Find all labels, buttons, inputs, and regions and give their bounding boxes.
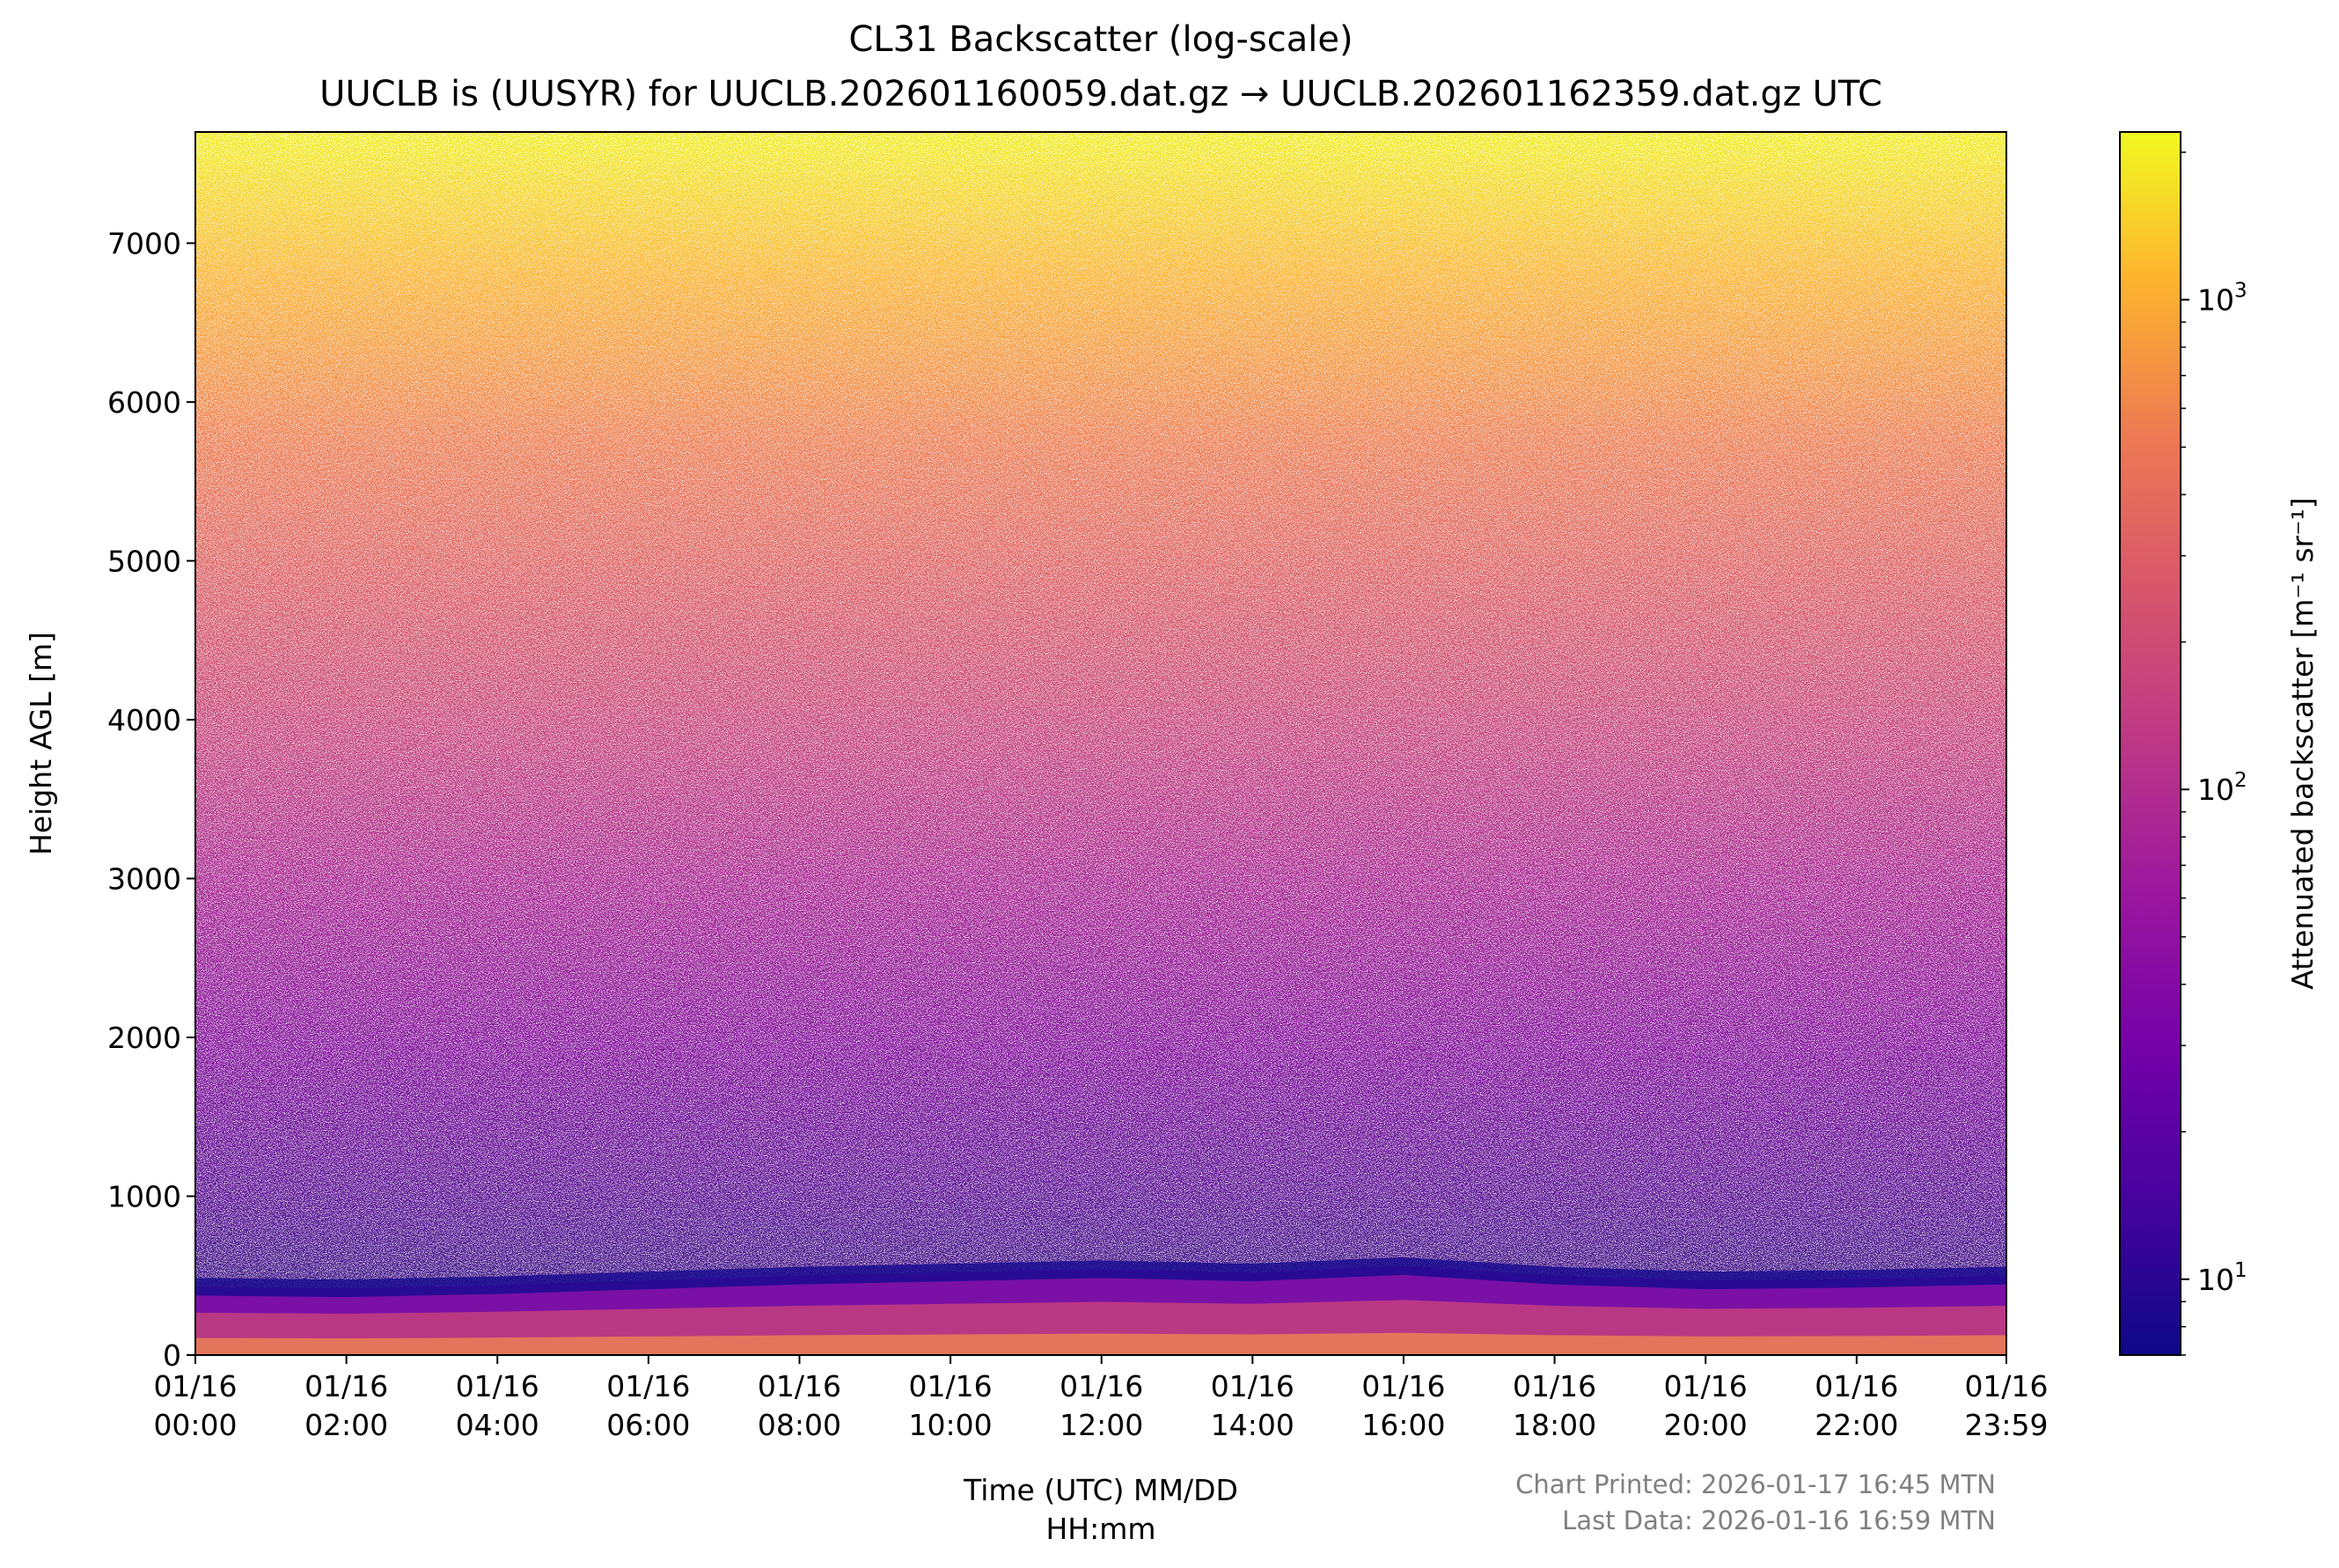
colorbar bbox=[2119, 131, 2181, 1356]
x-tick-label-time: 06:00 bbox=[606, 1408, 690, 1442]
y-tick-label: 1000 bbox=[107, 1179, 181, 1213]
x-tick-label-time: 10:00 bbox=[909, 1408, 993, 1442]
y-tick-label: 3000 bbox=[107, 861, 181, 896]
x-tick-label-time: 00:00 bbox=[153, 1408, 237, 1442]
y-tick-label: 2000 bbox=[107, 1021, 181, 1055]
colorbar-tick-exponent: 2 bbox=[2234, 769, 2247, 792]
colorbar-label: Attenuated backscatter [m⁻¹ sr⁻¹] bbox=[2285, 497, 2320, 990]
x-tick-label-time: 22:00 bbox=[1815, 1408, 1898, 1442]
x-tick-label-time: 02:00 bbox=[304, 1408, 388, 1442]
last-data-note: Last Data: 2026-01-16 16:59 MTN bbox=[1562, 1506, 1996, 1535]
y-tick-label: 0 bbox=[163, 1338, 181, 1373]
chart-printed-note: Chart Printed: 2026-01-17 16:45 MTN bbox=[1515, 1469, 1996, 1499]
x-tick-label-time: 14:00 bbox=[1211, 1408, 1294, 1442]
x-tick-label-time: 23:59 bbox=[1964, 1408, 2048, 1442]
x-tick-label-date: 01/16 bbox=[1361, 1369, 1445, 1403]
x-tick-label-date: 01/16 bbox=[456, 1369, 539, 1403]
heatmap-plot-area bbox=[195, 132, 2006, 1355]
x-tick-label-date: 01/16 bbox=[1060, 1369, 1143, 1403]
colorbar-tick-base: 10 bbox=[2197, 773, 2234, 807]
colorbar-tick-base: 10 bbox=[2197, 283, 2234, 318]
colorbar-tick-label: 101 bbox=[2197, 1259, 2247, 1297]
x-tick-label-date: 01/16 bbox=[909, 1369, 993, 1403]
x-tick-label-date: 01/16 bbox=[1964, 1369, 2048, 1403]
colorbar-tick-label: 103 bbox=[2197, 280, 2247, 318]
colorbar-tick-exponent: 1 bbox=[2234, 1259, 2247, 1282]
x-axis-label: Time (UTC) MM/DD bbox=[963, 1473, 1238, 1507]
colorbar-tick-base: 10 bbox=[2197, 1263, 2234, 1297]
x-tick-label-date: 01/16 bbox=[153, 1369, 237, 1403]
y-axis-label: Height AGL [m] bbox=[24, 632, 58, 855]
y-tick-label: 4000 bbox=[107, 703, 181, 737]
x-tick-label-date: 01/16 bbox=[1513, 1369, 1596, 1403]
x-tick-label-time: 04:00 bbox=[456, 1408, 539, 1442]
x-tick-label-time: 20:00 bbox=[1664, 1408, 1748, 1442]
x-tick-label-date: 01/16 bbox=[606, 1369, 690, 1403]
colorbar-tick-exponent: 3 bbox=[2234, 280, 2247, 303]
x-tick-label-date: 01/16 bbox=[304, 1369, 388, 1403]
x-tick-label-date: 01/16 bbox=[1664, 1369, 1748, 1403]
x-tick-label-date: 01/16 bbox=[758, 1369, 841, 1403]
chart-subtitle: UUCLB is (UUSYR) for UUCLB.202601160059.… bbox=[319, 74, 1882, 114]
boundary-layer-top-edge bbox=[195, 1257, 2006, 1298]
x-axis: 01/16 00:00 01/16 02:00 01/16 04:00 01/16 06:00… bbox=[153, 1355, 2049, 1442]
x-tick-label-time: 16:00 bbox=[1361, 1408, 1445, 1442]
y-tick-label: 5000 bbox=[107, 544, 181, 578]
heatmap-speckle-noise bbox=[195, 132, 2006, 1355]
chart-title: CL31 Backscatter (log-scale) bbox=[848, 19, 1353, 60]
y-axis: 0 1000 2000 3000 4000 5000 6000 7000 bbox=[107, 226, 195, 1373]
x-tick-label-date: 01/16 bbox=[1815, 1369, 1898, 1403]
x-tick-label-date: 01/16 bbox=[1211, 1369, 1294, 1403]
x-tick-label-time: 18:00 bbox=[1513, 1408, 1596, 1442]
x-axis-label-line2: HH:mm bbox=[1045, 1512, 1155, 1546]
x-tick-label-time: 12:00 bbox=[1060, 1408, 1143, 1442]
y-tick-label: 6000 bbox=[107, 385, 181, 420]
boundary-layer-hot-band bbox=[195, 1332, 2006, 1355]
x-tick-label-time: 08:00 bbox=[758, 1408, 841, 1442]
y-tick-label: 7000 bbox=[107, 226, 181, 260]
colorbar-tick-label: 102 bbox=[2197, 769, 2247, 807]
